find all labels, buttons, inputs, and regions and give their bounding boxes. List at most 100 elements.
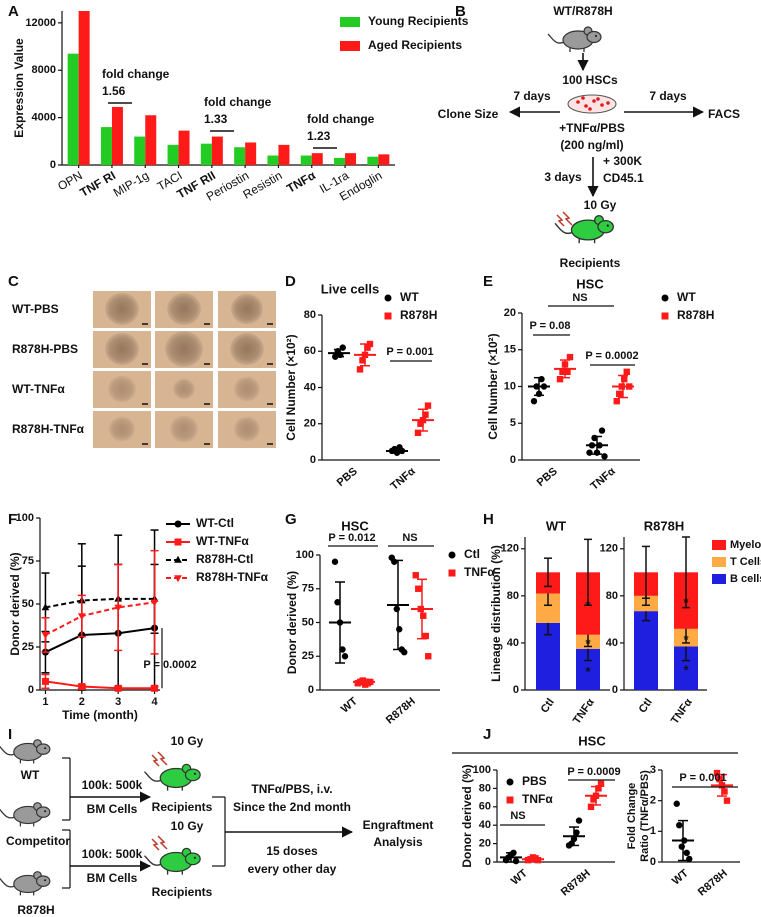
mouse-eye: [44, 810, 47, 813]
annotation: P = 0.001: [679, 772, 726, 784]
data-point: [341, 653, 349, 660]
data-point: [556, 375, 564, 383]
colony: [230, 332, 264, 366]
significance: *: [683, 632, 689, 647]
mouse-icon: [547, 26, 602, 52]
cell: [592, 99, 596, 103]
data-point: [339, 646, 346, 653]
y-axis-label: Donor derived (%): [8, 552, 22, 655]
y-tick-label: 0: [510, 454, 516, 466]
chart-title: WT: [546, 518, 566, 533]
data-point: [683, 849, 690, 856]
cell: [576, 100, 580, 104]
data-point: [41, 632, 50, 640]
data-point: [359, 677, 366, 684]
diagram-text: 100 HSCs: [562, 73, 618, 87]
x-tick-label: WT: [339, 695, 360, 715]
diagram-text: CD45.1: [603, 171, 644, 185]
mouse-tail: [554, 222, 573, 235]
colony: [234, 376, 260, 402]
diagram-text: Recipients: [152, 800, 213, 814]
diagram-text: 7 days: [513, 89, 551, 103]
bar: [378, 154, 390, 165]
mouse-eye: [44, 747, 47, 750]
x-tick-label: Resistin: [241, 168, 285, 201]
legend-label: Ctl: [464, 547, 480, 561]
significance: *: [585, 636, 591, 651]
mouse-tail: [0, 877, 15, 888]
y-tick-label: 75: [302, 583, 314, 595]
legend-swatch: [712, 574, 726, 584]
diagram-text: BM Cells: [87, 871, 138, 885]
y-tick-label: 0: [513, 684, 519, 696]
data-point: [595, 785, 602, 792]
annotation: P = 0.001: [386, 346, 433, 358]
data-point: [412, 572, 419, 579]
legend-marker: [174, 555, 182, 563]
mouse-head: [586, 30, 602, 44]
mouse-eye: [595, 35, 597, 37]
mouse-tail: [0, 745, 15, 756]
data-point: [575, 817, 583, 824]
y-axis-label: Cell Number (×10²): [284, 334, 298, 440]
cell: [600, 103, 604, 107]
panel-label: A: [8, 3, 19, 20]
y-tick-label: 40: [507, 637, 519, 649]
data-point: [359, 357, 366, 364]
mouse-tail: [547, 33, 565, 44]
y-tick-label: 80: [606, 590, 618, 602]
mouse-head: [184, 852, 201, 866]
panel-label: H: [483, 511, 494, 528]
data-point: [364, 344, 371, 351]
legend-swatch: [340, 17, 360, 27]
panel-label: G: [285, 511, 297, 528]
data-point: [425, 653, 432, 660]
diagram-text: Since the 2nd month: [233, 800, 351, 814]
annotation-value: 1.23: [307, 129, 331, 143]
bar: [345, 153, 357, 165]
x-tick-label: TNFα: [389, 465, 418, 492]
y-tick-label: 100: [473, 764, 491, 776]
colony: [231, 293, 263, 325]
data-point: [621, 375, 628, 383]
bar: [367, 156, 379, 165]
legend-label: WT-TNFα: [196, 534, 249, 548]
annotation: fold change: [204, 95, 272, 109]
annotation: P = 0.0002: [585, 350, 638, 362]
x-tick-label: 1: [42, 696, 48, 708]
x-tick-label: WT: [670, 867, 691, 887]
bar: [78, 11, 90, 165]
legend-marker: [661, 312, 669, 320]
mouse-head: [35, 875, 51, 887]
legend-marker: [174, 520, 182, 528]
data-point: [716, 776, 723, 783]
legend-marker: [384, 294, 392, 302]
row-label: WT-PBS: [12, 302, 59, 316]
y-axis-label: Expression Value: [12, 38, 26, 138]
legend-marker: [448, 551, 456, 559]
y-axis-label: Donor derived (%): [460, 764, 474, 867]
data-point: [616, 390, 623, 398]
y-tick-label: 10: [504, 380, 516, 392]
bar: [100, 127, 112, 165]
x-tick-label: 2: [79, 696, 85, 708]
chart-title: Live cells: [321, 281, 380, 296]
bar: [334, 157, 346, 165]
data-point: [713, 769, 721, 777]
legend-swatch: [712, 540, 726, 550]
mouse-head: [35, 806, 51, 818]
mouse-eye: [606, 224, 609, 227]
data-point: [334, 599, 341, 606]
data-point: [673, 800, 680, 807]
cell: [606, 101, 610, 105]
y-tick-label: 2: [650, 795, 656, 807]
x-tick-label: Ctl: [539, 697, 557, 716]
y-tick-label: 0: [308, 684, 314, 696]
radiation: [157, 835, 168, 850]
data-point: [559, 368, 566, 375]
colony: [108, 375, 136, 403]
radiation: [151, 754, 160, 767]
diagram-text: WT: [21, 768, 40, 782]
diagram-text: Engraftment: [363, 818, 434, 832]
data-point: [422, 632, 429, 640]
